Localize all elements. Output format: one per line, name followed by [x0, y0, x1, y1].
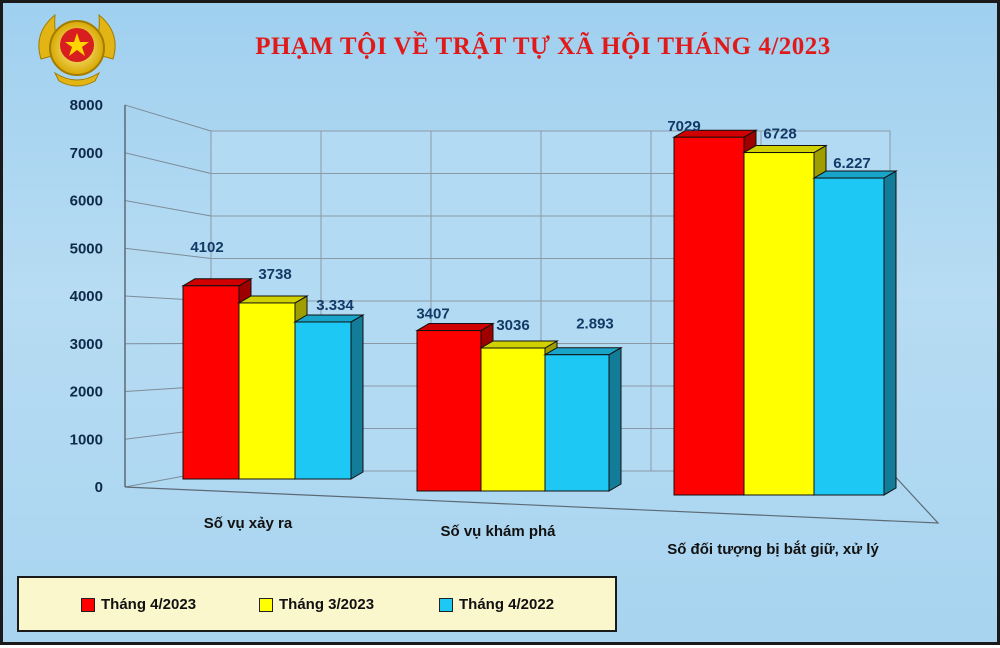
- y-tick-label: 1000: [70, 431, 103, 448]
- category-label-1: Số vụ khám phá: [403, 521, 593, 543]
- chart-legend: Tháng 4/2023 Tháng 3/2023 Tháng 4/2022: [17, 576, 617, 632]
- legend-swatch-2: [439, 598, 453, 612]
- bar-side-1-2: [609, 348, 621, 491]
- bar-0-0: [183, 286, 239, 479]
- bar-2-1: [744, 153, 814, 495]
- data-label-1-2: 2.893: [576, 316, 614, 333]
- bar-1-2: [545, 355, 609, 491]
- y-tick-label: 8000: [70, 97, 103, 114]
- bar-top-0-2: [295, 315, 363, 322]
- bar-top-1-1: [481, 341, 557, 348]
- y-tick-label: 3000: [70, 336, 103, 353]
- bar-0-1: [239, 303, 295, 479]
- data-label-2-1: 6728: [763, 126, 796, 143]
- chart-title: PHẠM TỘI VỀ TRẬT TỰ XÃ HỘI THÁNG 4/2023: [153, 33, 933, 61]
- y-tick-label: 6000: [70, 193, 103, 210]
- bar-top-1-2: [545, 348, 621, 355]
- bar-top-2-1: [744, 146, 826, 153]
- bar-0-2: [295, 322, 351, 479]
- bar-side-2-2: [884, 171, 896, 495]
- legend-item-1: Tháng 3/2023: [259, 596, 374, 613]
- data-label-1-1: 3036: [496, 317, 529, 334]
- legend-item-2: Tháng 4/2022: [439, 596, 554, 613]
- bar-top-0-1: [239, 296, 307, 303]
- bar-1-1: [481, 348, 545, 491]
- category-label-2: Số đối tượng bị bắt giữ, xử lý: [663, 539, 883, 561]
- police-emblem-icon: [39, 15, 115, 86]
- data-label-2-0: 7029: [667, 118, 700, 135]
- data-label-1-0: 3407: [416, 306, 449, 323]
- y-tick-label: 2000: [70, 384, 103, 401]
- bar-side-0-2: [351, 315, 363, 479]
- data-label-0-0: 4102: [190, 239, 223, 256]
- gridline-side: [125, 105, 211, 131]
- data-label-0-1: 3738: [258, 266, 291, 283]
- legend-swatch-1: [259, 598, 273, 612]
- legend-swatch-0: [81, 598, 95, 612]
- category-label-0: Số vụ xảy ra: [173, 513, 323, 535]
- bar-top-1-0: [417, 324, 493, 331]
- bar-2-2: [814, 178, 884, 495]
- legend-label-0: Tháng 4/2023: [101, 596, 196, 613]
- y-tick-label: 7000: [70, 145, 103, 162]
- bar-2-0: [674, 137, 744, 495]
- y-tick-label: 0: [95, 479, 103, 496]
- bar-top-2-2: [814, 171, 896, 178]
- bar-top-0-0: [183, 279, 251, 286]
- y-tick-label: 5000: [70, 240, 103, 257]
- data-label-2-2: 6.227: [833, 155, 871, 172]
- data-label-0-2: 3.334: [316, 297, 354, 314]
- legend-label-1: Tháng 3/2023: [279, 596, 374, 613]
- legend-label-2: Tháng 4/2022: [459, 596, 554, 613]
- gridline-side: [125, 201, 211, 217]
- gridline-side: [125, 153, 211, 174]
- legend-item-0: Tháng 4/2023: [81, 596, 196, 613]
- y-tick-label: 4000: [70, 288, 103, 305]
- bar-1-0: [417, 331, 481, 491]
